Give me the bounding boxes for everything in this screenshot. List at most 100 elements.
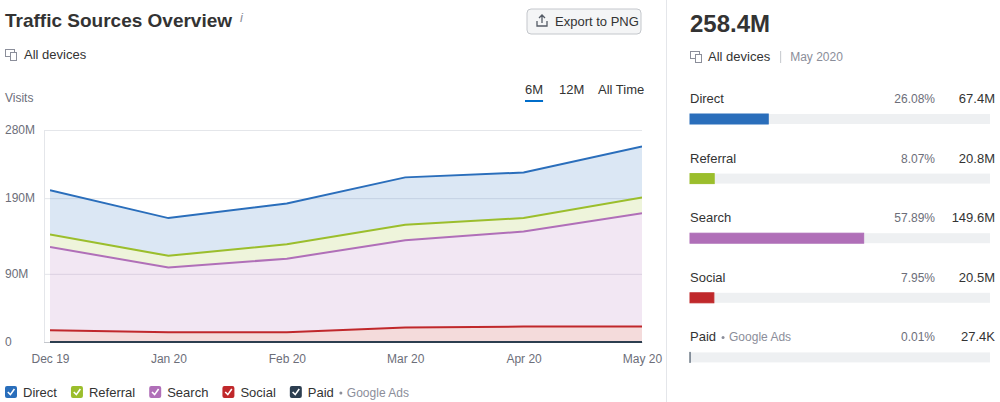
x-tick: May 20 [623, 342, 663, 366]
legend-label[interactable]: Direct [23, 385, 57, 400]
legend-item[interactable]: Search [149, 385, 208, 400]
range-button[interactable]: 12M [559, 82, 584, 97]
device-icon-part [696, 55, 702, 63]
y-tick-label: 90M [5, 267, 28, 281]
title: Traffic Sources Overview [5, 10, 232, 31]
summary-bar-track [690, 174, 990, 184]
summary-bar [690, 174, 714, 184]
summary-bar-track [690, 352, 990, 362]
device-icon-part [11, 53, 17, 61]
line [50, 197, 642, 255]
x-tick-label: Mar 20 [387, 352, 425, 366]
summary-bar [690, 114, 768, 124]
devices-label[interactable]: All devices [24, 47, 87, 62]
summary-row-visits: 27.4K [961, 329, 995, 344]
legend-check[interactable] [8, 389, 15, 395]
range-active-underline [525, 100, 543, 102]
summary-row: Referral 8.07% 20.8M [690, 151, 995, 184]
y-axis-line [44, 131, 45, 343]
summary-row-share: 8.07% [901, 152, 935, 166]
legend-dot [339, 392, 342, 395]
x-tick: Dec 19 [31, 342, 69, 366]
legend-label[interactable]: Social [240, 385, 276, 400]
summary-row-label: Referral [690, 151, 736, 166]
legend-check[interactable] [74, 389, 81, 395]
summary-panel: 258.4MAll devicesMay 2020Direct26.08%67.… [690, 10, 995, 362]
export-button[interactable]: Export to PNG [527, 9, 641, 34]
canvas: Traffic Sources Overview i Export to PNG Al… [0, 0, 1000, 402]
range-button[interactable]: 6M [525, 82, 543, 97]
x-axis: Dec 19 Jan 20 Feb 20 Mar 20 Apr 20 May 20 [31, 342, 662, 366]
summary-row-label: Social [690, 270, 726, 285]
summary-row-source: Google Ads [729, 330, 791, 344]
summary-row-share: 57.89% [894, 211, 935, 225]
line [50, 341, 642, 343]
summary-row-visits: 149.6M [952, 210, 995, 225]
summary-row: Direct26.08%67.4M [690, 91, 995, 124]
summary-bar-track [690, 114, 990, 124]
summary-bar [690, 233, 864, 243]
legend-check[interactable] [293, 389, 300, 395]
export-icon[interactable] [537, 15, 547, 26]
x-tick-label: Dec 19 [31, 352, 69, 366]
header: Traffic Sources Overview i Export to PNG Al… [5, 9, 644, 105]
export-button-box[interactable] [527, 9, 641, 34]
legend-source: Google Ads [347, 386, 409, 400]
summary-separator [780, 51, 781, 63]
summary-row-label: Paid [690, 329, 716, 344]
summary-devices[interactable]: All devices [708, 49, 771, 64]
grid-line [44, 342, 642, 343]
summary-row-share: 26.08% [894, 92, 935, 106]
legend: Direct Referral Search Social Paid Google Ads [5, 385, 409, 400]
legend-item[interactable]: Paid Google Ads [290, 385, 409, 400]
legend-label[interactable]: Paid [308, 385, 334, 400]
legend-check[interactable] [152, 389, 159, 395]
summary-row-label: Search [690, 210, 731, 225]
x-tick-label: Apr 20 [506, 352, 542, 366]
legend-item[interactable]: Referral [71, 385, 135, 400]
y-axis-title: Visits [5, 91, 33, 105]
export-label[interactable]: Export to PNG [555, 14, 639, 29]
legend-swatch[interactable] [5, 386, 17, 398]
x-tick-label: May 20 [623, 352, 663, 366]
y-tick: 280M [5, 123, 642, 137]
x-axis-line [51, 342, 643, 343]
range-button[interactable]: All Time [598, 82, 644, 97]
legend-swatch[interactable] [149, 386, 161, 398]
line [50, 326, 642, 332]
summary-bar-track [690, 233, 990, 243]
y-tick-label: 190M [5, 191, 35, 205]
legend-item[interactable]: Social [222, 385, 276, 400]
legend-swatch[interactable] [290, 386, 302, 398]
x-tick: Jan 20 [151, 342, 187, 366]
summary-row-share: 0.01% [901, 330, 935, 344]
legend-item[interactable]: Direct [5, 385, 57, 400]
y-tick-label: 0 [5, 335, 12, 349]
device-icon [691, 52, 702, 63]
info-icon[interactable]: i [240, 10, 244, 25]
area [50, 341, 642, 342]
x-tick-label: Feb 20 [269, 352, 307, 366]
legend-check[interactable] [225, 389, 232, 395]
y-tick-label: 280M [5, 123, 35, 137]
plot-area [50, 146, 642, 342]
summary-row-visits: 20.8M [959, 151, 995, 166]
area [50, 146, 642, 255]
summary-total: 258.4M [690, 10, 770, 37]
legend-swatch[interactable] [222, 386, 234, 398]
summary-row-dot [722, 336, 725, 339]
summary-row-visits: 67.4M [959, 91, 995, 106]
summary-row: Paid Google Ads 0.01% 27.4K [690, 329, 995, 362]
line [50, 146, 642, 218]
panel-divider [666, 0, 667, 402]
x-tick: Apr 20 [506, 342, 542, 366]
x-tick: Feb 20 [269, 342, 307, 366]
page: Traffic Sources Overview i Export to PNG Al… [0, 0, 1000, 402]
grid-line [44, 130, 642, 131]
legend-label[interactable]: Search [167, 385, 208, 400]
summary-row: Social7.95%20.5M [690, 270, 995, 303]
legend-label[interactable]: Referral [89, 385, 135, 400]
summary-period: May 2020 [790, 50, 843, 64]
legend-swatch[interactable] [71, 386, 83, 398]
summary-row-visits: 20.5M [959, 270, 995, 285]
